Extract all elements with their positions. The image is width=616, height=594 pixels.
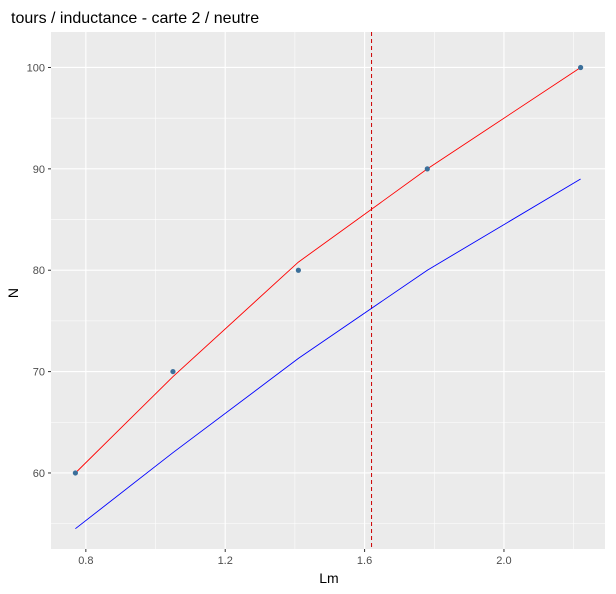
x-axis-title: Lm bbox=[319, 570, 338, 586]
y-axis-title: N bbox=[5, 288, 21, 298]
y-tick-label: 70 bbox=[33, 367, 45, 379]
grid-minor bbox=[51, 32, 605, 549]
fit-lines bbox=[75, 67, 581, 530]
y-tick-label: 60 bbox=[33, 468, 45, 480]
data-point bbox=[170, 368, 176, 375]
data-point bbox=[424, 166, 430, 172]
y-tick-label: 100 bbox=[27, 62, 45, 74]
x-tick-label: 2.0 bbox=[496, 555, 511, 567]
series-line-2 bbox=[75, 178, 581, 530]
data-points bbox=[72, 64, 584, 476]
y-tick-label: 90 bbox=[33, 164, 45, 176]
plot-panel bbox=[51, 32, 605, 549]
x-tick-label: 0.8 bbox=[78, 555, 93, 567]
x-axis: 0.8 1.2 1.6 2.0 bbox=[78, 549, 512, 567]
y-tick-label: 80 bbox=[33, 265, 45, 277]
data-point bbox=[578, 64, 584, 71]
data-point bbox=[295, 267, 301, 273]
y-axis: 60 70 80 90 100 bbox=[27, 62, 51, 480]
chart-title: tours / inductance - carte 2 / neutre bbox=[11, 10, 259, 27]
x-tick-label: 1.6 bbox=[357, 555, 372, 567]
series-line-1 bbox=[75, 67, 581, 474]
data-point bbox=[72, 470, 78, 476]
x-tick-label: 1.2 bbox=[218, 555, 233, 567]
